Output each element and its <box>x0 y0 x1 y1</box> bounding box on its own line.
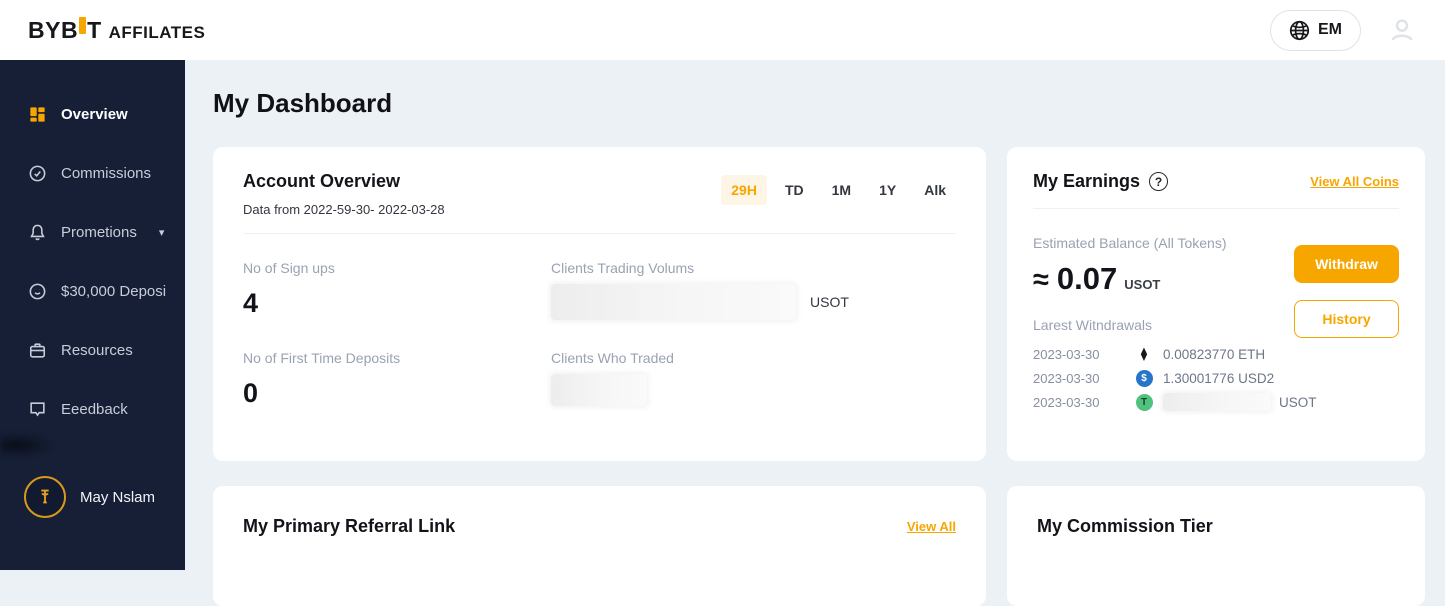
tab-all[interactable]: Alk <box>924 182 946 198</box>
stat-clients-traded: Clients Who Traded <box>551 350 956 409</box>
usdt-coin-icon: T <box>1135 393 1153 411</box>
withdrawal-amount: 1.30001776 USD2 <box>1163 370 1275 386</box>
tab-7d[interactable]: TD <box>784 182 804 198</box>
language-selector-button[interactable]: EM <box>1270 9 1361 51</box>
period-tabs: 29H TD 1M 1Y Alk <box>721 175 956 205</box>
logo-t: T <box>87 16 102 43</box>
logo-orange-i-mark: I <box>79 16 87 34</box>
person-icon <box>1387 15 1417 45</box>
top-bar: BYBIT AFFILATES EM <box>0 0 1445 60</box>
stat-signups: No of Sign ups 4 <box>243 260 551 320</box>
stat-label: No of Sign ups <box>243 260 335 276</box>
globe-icon <box>1289 20 1310 41</box>
balance-label: Estimated Balance (All Tokens) <box>1033 235 1227 251</box>
withdrawal-row: 2023-03-30 ⧫ 0.00823770 ETH <box>1033 343 1399 365</box>
dashboard-icon <box>28 105 47 124</box>
balance-amount: 0.07 <box>1056 261 1118 296</box>
redacted-value <box>1163 393 1271 411</box>
withdrawal-amount: USOT <box>1163 393 1317 411</box>
estimated-balance: ≈ 0.07 USOT <box>1033 261 1399 297</box>
primary-referral-link-card: My Primary Referral Link View All <box>213 486 986 606</box>
latest-withdrawals-label: Larest Witndrawals <box>1033 317 1153 333</box>
topbar-actions: EM <box>1270 9 1419 51</box>
account-overview-heading: Account Overview Data from 2022-59-30- 2… <box>243 171 445 217</box>
redacted-value <box>551 374 647 406</box>
withdrawal-date: 2023-03-30 <box>1033 370 1100 386</box>
sidebar-user[interactable]: May Nslam <box>24 476 155 518</box>
tab-1y[interactable]: 1Y <box>879 182 897 198</box>
user-avatar <box>24 476 66 518</box>
sidebar-item-resources[interactable]: Resources <box>0 334 185 366</box>
sidebar-item-deposit-blitz[interactable]: $30,000 Deposi <box>0 275 185 307</box>
withdrawal-row: 2023-03-30 $ 1.30001776 USD2 <box>1033 367 1399 389</box>
stat-label: No of First Time Deposits <box>243 350 401 366</box>
language-label: EM <box>1318 21 1342 38</box>
redacted-value <box>551 284 796 320</box>
sidebar-item-label: Prometions <box>61 223 137 241</box>
my-earnings-card: My Earnings ? View All Coins Estimated B… <box>1007 147 1425 461</box>
view-all-coins-link[interactable]: View All Coins <box>1310 174 1399 189</box>
user-avatar-button[interactable] <box>1385 13 1419 47</box>
account-overview-card: Account Overview Data from 2022-59-30- 2… <box>213 147 986 461</box>
withdrawals-list: 2023-03-30 ⧫ 0.00823770 ETH 2023-03-30 $… <box>1033 343 1399 413</box>
help-question-icon[interactable]: ? <box>1149 172 1169 191</box>
stat-label: Clients Who Traded <box>551 350 674 366</box>
bell-icon <box>28 223 47 242</box>
overview-stats: No of Sign ups 4 Clients Trading Volums … <box>243 260 956 409</box>
sidebar-item-label: Resources <box>61 341 133 359</box>
sidebar-item-label: Commissions <box>61 164 152 182</box>
withdrawal-date: 2023-03-30 <box>1033 394 1100 410</box>
redacted-smudge <box>0 432 56 458</box>
withdrawal-row: 2023-03-30 T USOT <box>1033 391 1399 413</box>
stat-value: 0 <box>243 378 259 408</box>
earnings-actions: Withdraw History <box>1294 245 1399 338</box>
sidebar-item-overview[interactable]: Overview <box>0 98 185 130</box>
divider <box>243 233 956 234</box>
stat-label: Clients Trading Volums <box>551 260 695 276</box>
approx-symbol: ≈ <box>1033 264 1049 296</box>
sidebar-item-feedback[interactable]: Eeedback <box>0 393 185 425</box>
currency-unit: USOT <box>810 294 849 310</box>
currency-unit: USOT <box>1279 394 1317 410</box>
divider <box>1033 208 1399 209</box>
card-title: My Earnings <box>1033 171 1141 191</box>
balance-unit: USOT <box>1124 277 1161 292</box>
sidebar-nav: Overview Commissions Prometions ▾ <box>0 60 185 570</box>
sidebar-item-promotions[interactable]: Prometions ▾ <box>0 216 185 248</box>
logo-byb: BYB <box>28 16 79 43</box>
card-title: My Primary Referral Link <box>243 516 456 536</box>
withdraw-button[interactable]: Withdraw <box>1294 245 1399 283</box>
user-name: May Nslam <box>80 488 156 506</box>
eth-coin-icon: ⧫ <box>1140 346 1148 361</box>
briefcase-icon <box>28 341 47 360</box>
logo-suffix: AFFILATES <box>108 22 206 42</box>
page-title: My Dashboard <box>213 88 393 118</box>
card-title: Account Overview <box>243 171 401 191</box>
coin-smiley-icon <box>28 282 47 301</box>
sidebar-item-label: $30,000 Deposi <box>61 282 167 300</box>
sidebar-item-label: Eeedback <box>61 400 128 418</box>
withdrawal-date: 2023-03-30 <box>1033 346 1100 362</box>
card-title: My Commission Tier <box>1037 516 1213 536</box>
logo-text: BYBIT <box>28 16 102 44</box>
withdrawal-amount: 0.00823770 ETH <box>1163 346 1266 362</box>
tab-1m[interactable]: 1M <box>831 182 852 198</box>
main-content: My Dashboard Account Overview Data from … <box>185 60 1445 606</box>
sidebar-item-commissions[interactable]: Commissions <box>0 157 185 189</box>
usd-coin-icon: $ <box>1135 369 1153 387</box>
stat-first-deposits: No of First Time Deposits 0 <box>243 350 551 409</box>
commission-tier-card: My Commission Tier <box>1007 486 1425 606</box>
history-button[interactable]: History <box>1294 300 1399 338</box>
stat-trading-volume: Clients Trading Volums USOT <box>551 260 956 320</box>
date-range-label: Data from 2022-59-30- 2022-03-28 <box>243 202 445 217</box>
tab-24h[interactable]: 29H <box>721 175 767 205</box>
bybit-affiliates-logo: BYBIT AFFILATES <box>28 16 206 44</box>
feedback-bubble-icon <box>28 400 47 419</box>
commissions-check-circle-icon <box>28 164 47 183</box>
stat-value: 4 <box>243 288 259 318</box>
sidebar-item-label: Overview <box>61 105 128 123</box>
chevron-down-icon: ▾ <box>158 226 165 239</box>
view-all-link[interactable]: View All <box>906 519 956 534</box>
